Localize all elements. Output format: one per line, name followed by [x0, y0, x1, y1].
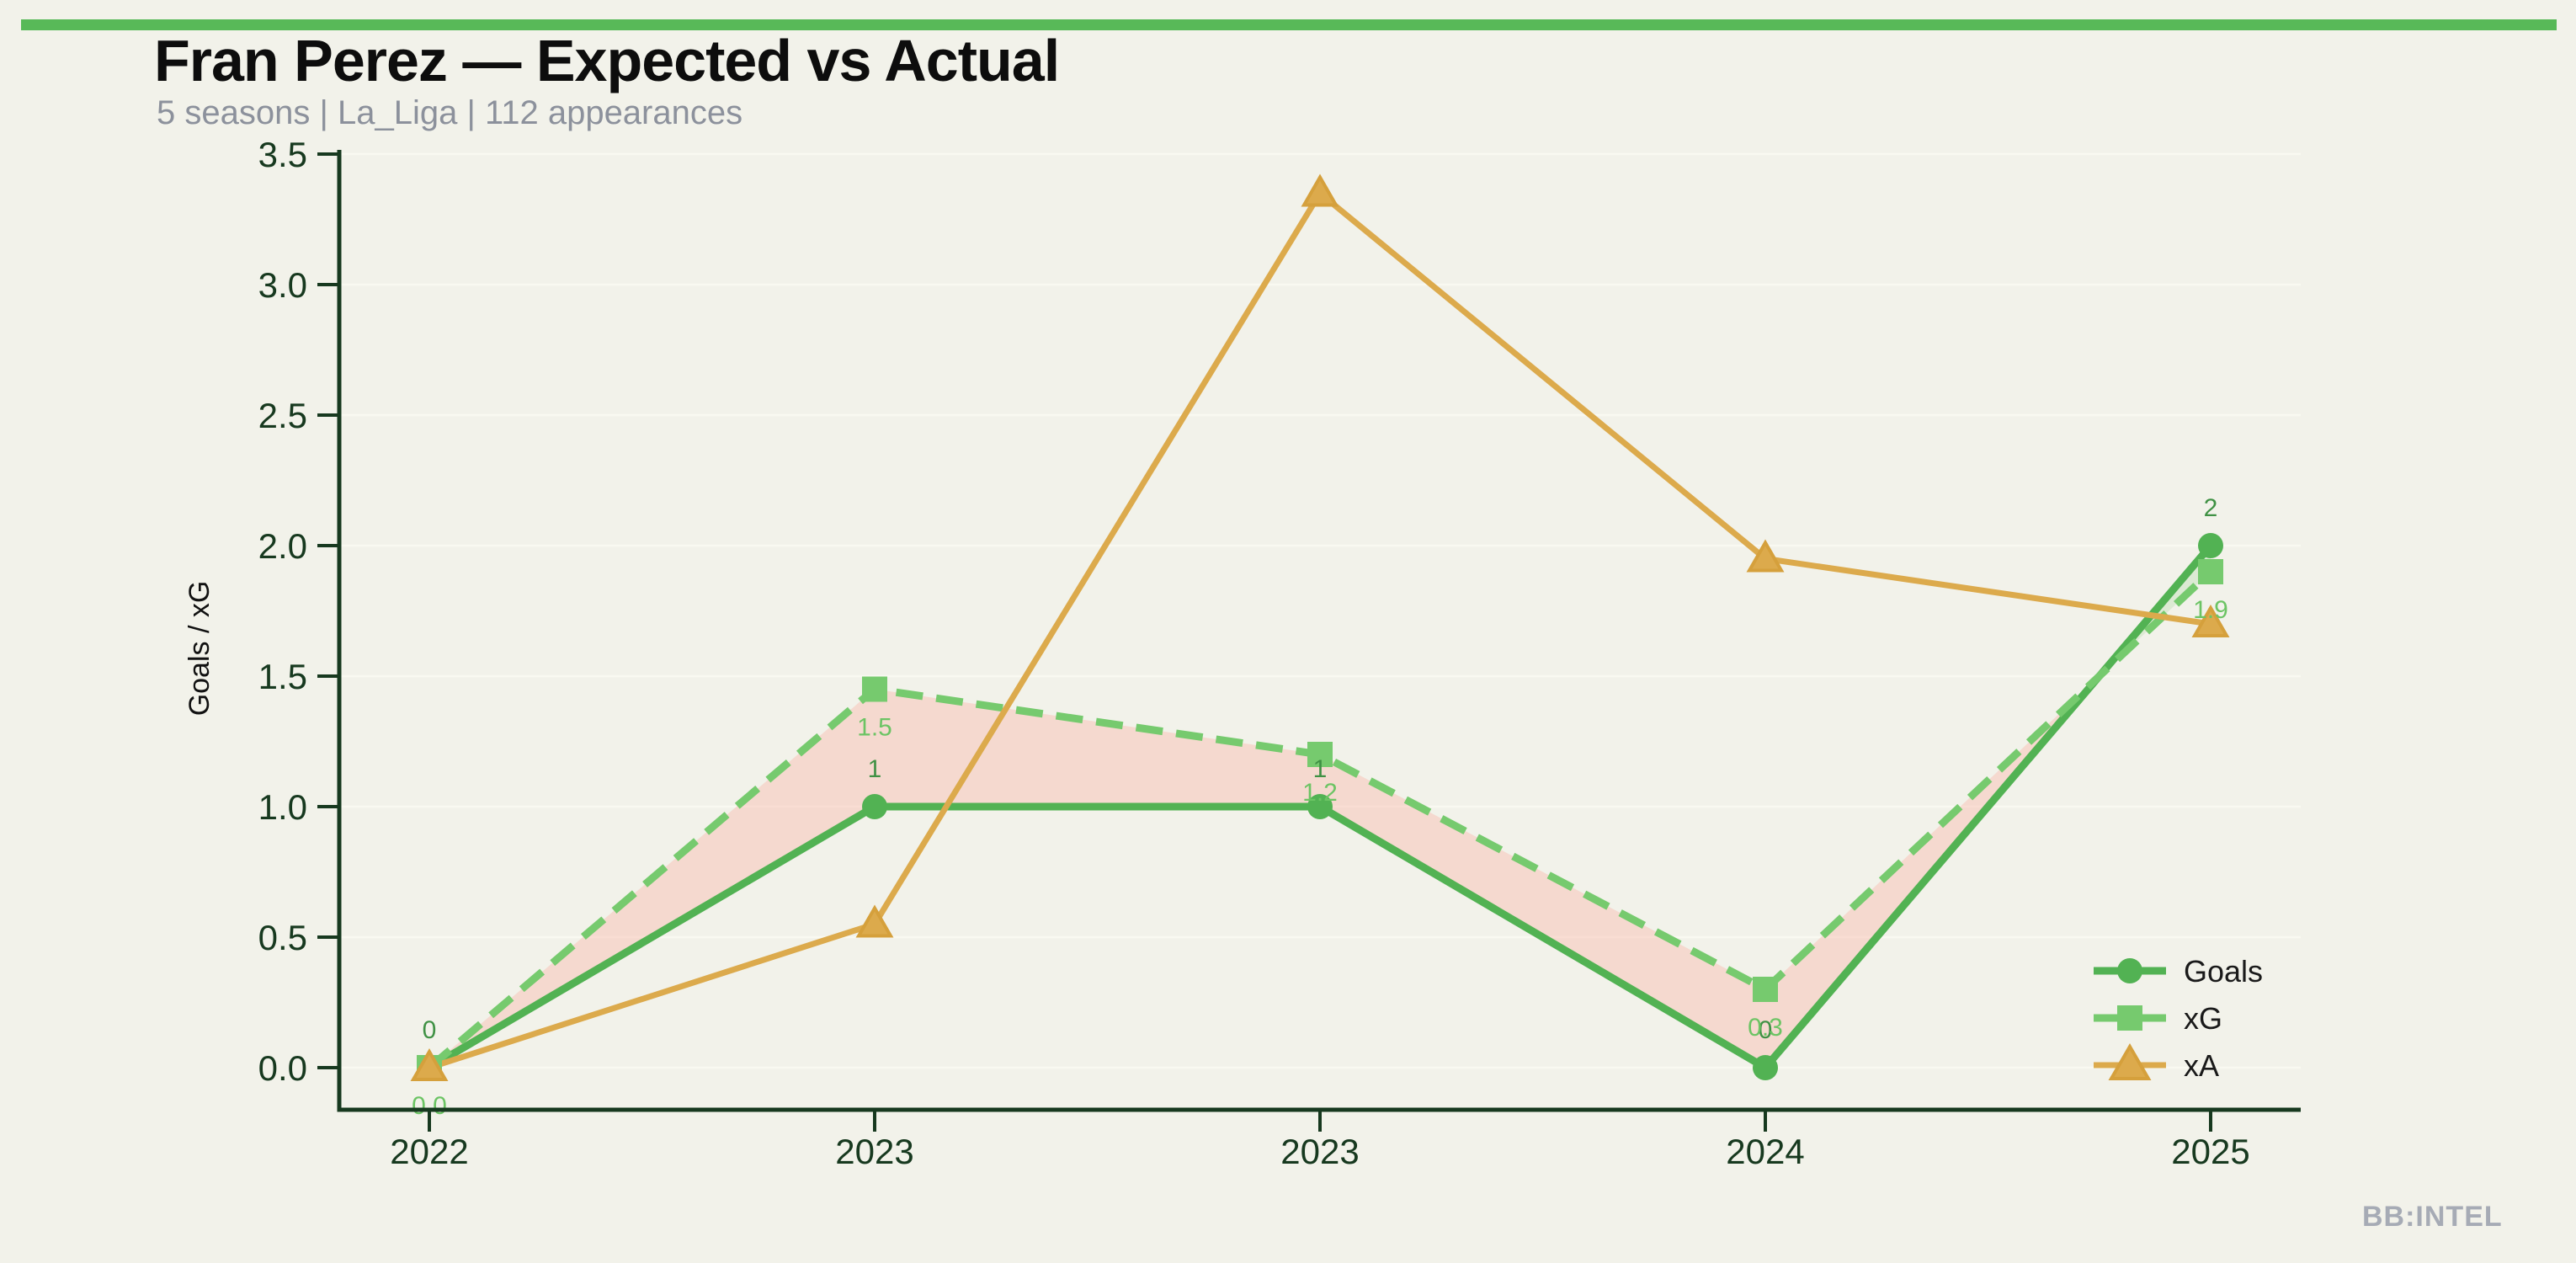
y-axis-title: Goals / xG — [184, 581, 216, 717]
marker-xa — [1301, 173, 1339, 207]
marker-xg — [2198, 559, 2223, 584]
x-tick-label: 2023 — [835, 1132, 913, 1171]
marker-goals — [1753, 1055, 1778, 1080]
point-label-goals: 0 — [1759, 1016, 1773, 1044]
legend-xa-marker-icon — [2108, 1043, 2152, 1080]
legend: Goals xG xA — [2094, 954, 2263, 1083]
y-tick-label: 3.0 — [258, 265, 307, 305]
x-tick-label: 2025 — [2171, 1132, 2249, 1171]
point-label-goals: 1 — [1313, 755, 1328, 783]
legend-item-xg: xG — [2094, 1001, 2222, 1036]
watermark: BB:INTEL — [2362, 1201, 2503, 1233]
y-tick-label: 0.0 — [258, 1048, 307, 1088]
x-tick-label: 2023 — [1280, 1132, 1359, 1171]
y-tick-label: 1.5 — [258, 657, 307, 696]
top-accent-bar — [21, 19, 2557, 30]
legend-xg-label: xG — [2184, 1001, 2222, 1036]
marker-goals — [2198, 533, 2223, 558]
chart-title: Fran Perez — Expected vs Actual — [154, 28, 1060, 93]
legend-xa-label: xA — [2184, 1048, 2219, 1083]
series-line-xg — [427, 568, 2214, 1071]
point-label-goals: 1 — [868, 755, 882, 783]
fill-xg-over — [875, 689, 1320, 807]
marker-xg — [1307, 742, 1333, 767]
marker-goals — [1307, 794, 1333, 819]
x-tick-label: 2022 — [390, 1132, 468, 1171]
legend-xg-marker-icon — [2117, 1005, 2142, 1031]
marker-xa — [1746, 539, 1785, 573]
legend-goals-label: Goals — [2184, 954, 2263, 989]
marker-xg — [1753, 977, 1778, 1002]
legend-goals-marker-icon — [2117, 958, 2142, 983]
marker-xa — [855, 904, 894, 938]
point-label-xg: 1.2 — [1302, 779, 1338, 807]
x-tick-label: 2024 — [1726, 1132, 1804, 1171]
y-tick-label: 0.5 — [258, 918, 307, 957]
y-tick-label: 3.5 — [258, 135, 307, 174]
point-label-xg: 0.3 — [1748, 1014, 1783, 1042]
point-label-xg: 1.5 — [857, 714, 892, 742]
y-tick-label: 1.0 — [258, 787, 307, 827]
y-tick-label: 2.0 — [258, 526, 307, 566]
legend-item-xa: xA — [2094, 1043, 2219, 1083]
chart-subtitle: 5 seasons | La_Liga | 112 appearances — [157, 94, 743, 131]
marker-goals — [862, 794, 887, 819]
plot-layer: 01 1020.01.51.20.31.90.00.51.01.52.02.53.… — [258, 135, 2301, 1171]
marker-xg — [862, 676, 887, 702]
point-label-xg: 1.9 — [2193, 596, 2228, 624]
point-label-goals: 2 — [2204, 494, 2218, 522]
marker-xa — [410, 1047, 449, 1081]
legend-item-goals: Goals — [2094, 954, 2263, 989]
marker-xa — [2191, 604, 2230, 637]
point-label-goals: 0 — [423, 1016, 437, 1044]
y-tick-label: 2.5 — [258, 396, 307, 435]
fill-xg-over — [1320, 754, 1765, 1068]
